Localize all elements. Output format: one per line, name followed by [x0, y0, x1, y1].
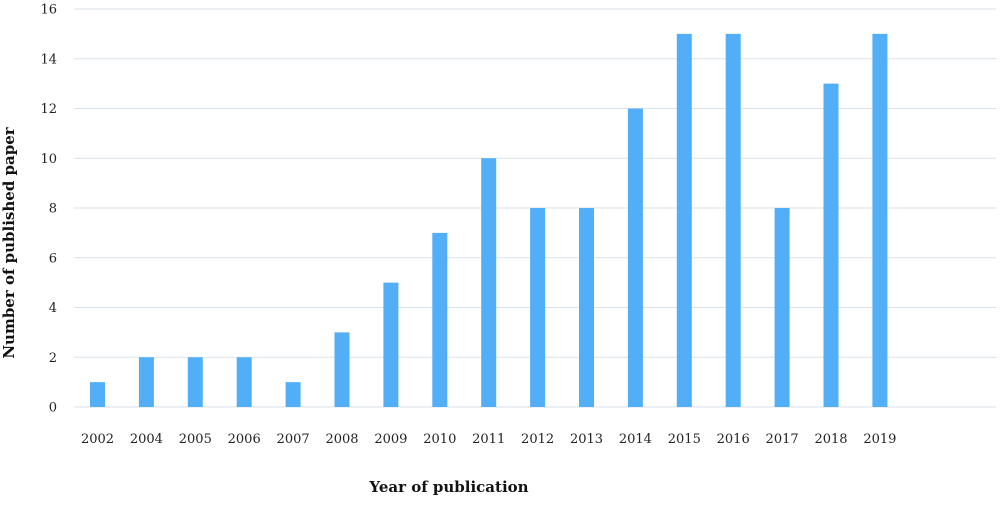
y-tick-label: 2 [49, 351, 57, 366]
bar-2009 [383, 282, 399, 407]
y-tick-label: 8 [49, 202, 57, 217]
y-axis-title: Number of published paper [0, 126, 18, 358]
bar-2008 [334, 332, 350, 407]
x-tick-label: 2006 [228, 432, 261, 447]
bars [90, 33, 888, 407]
x-tick-label: 2017 [766, 432, 799, 447]
x-tick-label: 2016 [717, 432, 750, 447]
x-axis-ticks: 2002 2004 2005 2006 2007 2008 2009 2010 2011 2012… [81, 432, 896, 447]
bar-2011 [481, 158, 497, 407]
x-tick-label: 2005 [179, 432, 212, 447]
bar-2017 [774, 208, 790, 407]
bar-2015 [676, 33, 692, 407]
y-tick-label: 16 [40, 3, 57, 18]
x-axis-title: Year of publication [368, 478, 528, 496]
bar-2010 [432, 232, 448, 407]
bar-2014 [627, 108, 643, 407]
x-tick-label: 2015 [668, 432, 701, 447]
x-tick-label: 2010 [423, 432, 456, 447]
x-tick-label: 2002 [81, 432, 114, 447]
bar-2006 [236, 357, 252, 407]
bar-2004 [138, 357, 154, 407]
bar-2013 [579, 208, 594, 407]
x-tick-label: 2007 [277, 432, 310, 447]
y-tick-label: 0 [49, 401, 57, 416]
y-tick-label: 14 [40, 52, 57, 67]
x-tick-label: 2011 [472, 432, 505, 447]
x-tick-label: 2012 [521, 432, 554, 447]
x-tick-label: 2008 [325, 432, 358, 447]
y-tick-label: 4 [49, 301, 57, 316]
bar-2007 [285, 382, 301, 407]
y-tick-label: 6 [49, 251, 57, 266]
bar-2005 [187, 357, 203, 407]
x-tick-label: 2018 [814, 432, 847, 447]
y-tick-label: 10 [40, 152, 57, 167]
x-tick-label: 2009 [374, 432, 407, 447]
bar-2018 [823, 83, 839, 407]
x-tick-label: 2004 [130, 432, 163, 447]
y-tick-label: 12 [40, 102, 57, 117]
bar-2016 [725, 33, 741, 407]
bar-2012 [530, 208, 546, 407]
bar-2019 [872, 33, 888, 407]
x-tick-label: 2014 [619, 432, 652, 447]
bar-2002 [90, 382, 105, 407]
x-tick-label: 2019 [863, 432, 896, 447]
x-tick-label: 2013 [570, 432, 603, 447]
y-axis-ticks: 0 2 4 6 8 10 12 14 16 [40, 3, 57, 416]
